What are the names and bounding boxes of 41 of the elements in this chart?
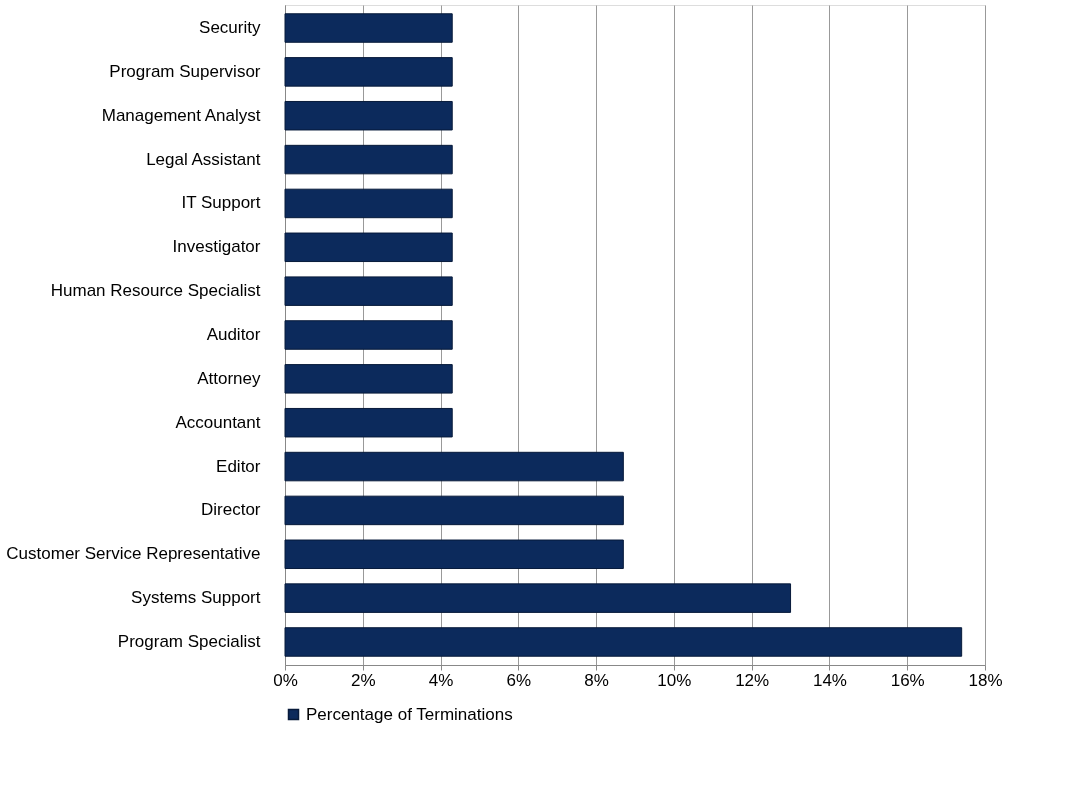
bar — [284, 13, 453, 43]
y-tick-label: Auditor — [206, 325, 261, 344]
x-tick-label: 8% — [584, 670, 609, 690]
bar — [284, 276, 453, 306]
y-tick-label: Investigator — [172, 237, 261, 257]
legend-label: Percentage of Terminations — [306, 704, 513, 724]
bar — [284, 495, 624, 526]
y-tick-label: Customer Service Representative — [6, 544, 261, 564]
bar — [284, 320, 453, 350]
bar — [284, 627, 963, 657]
y-tick-label: Accountant — [175, 412, 261, 432]
y-tick-label: Legal Assistant — [146, 149, 261, 169]
x-tick-label: 14% — [812, 670, 847, 690]
x-tick-label: 12% — [735, 670, 770, 690]
x-tick-label: 10% — [657, 670, 692, 690]
x-tick-label: 0% — [273, 670, 298, 690]
bar — [284, 407, 453, 438]
y-tick-label: Security — [199, 18, 261, 38]
x-tick-label: 4% — [428, 670, 454, 690]
y-tick-label: Editor — [216, 456, 261, 476]
y-tick-label: Attorney — [197, 368, 261, 388]
bar — [284, 188, 453, 219]
y-tick-label: Program Specialist — [117, 631, 261, 651]
x-tick-label: 6% — [506, 670, 532, 690]
bar — [284, 57, 453, 87]
bar — [284, 144, 453, 175]
y-tick-label: Management Analyst — [101, 105, 261, 125]
bar — [284, 232, 453, 263]
y-tick-label: Systems Support — [131, 588, 261, 608]
y-tick-label: Program Supervisor — [109, 61, 261, 81]
y-tick-label: Director — [200, 500, 261, 520]
y-tick-label: Human Resource Specialist — [50, 281, 261, 301]
bar — [284, 100, 453, 131]
x-tick-label: 18% — [968, 670, 1003, 690]
bar — [284, 539, 624, 570]
x-tick-label: 2% — [350, 670, 376, 690]
y-tick-label: IT Support — [181, 193, 261, 213]
bar — [284, 364, 453, 394]
bar — [284, 451, 624, 482]
bar — [284, 583, 792, 613]
x-tick-label: 16% — [890, 670, 925, 690]
